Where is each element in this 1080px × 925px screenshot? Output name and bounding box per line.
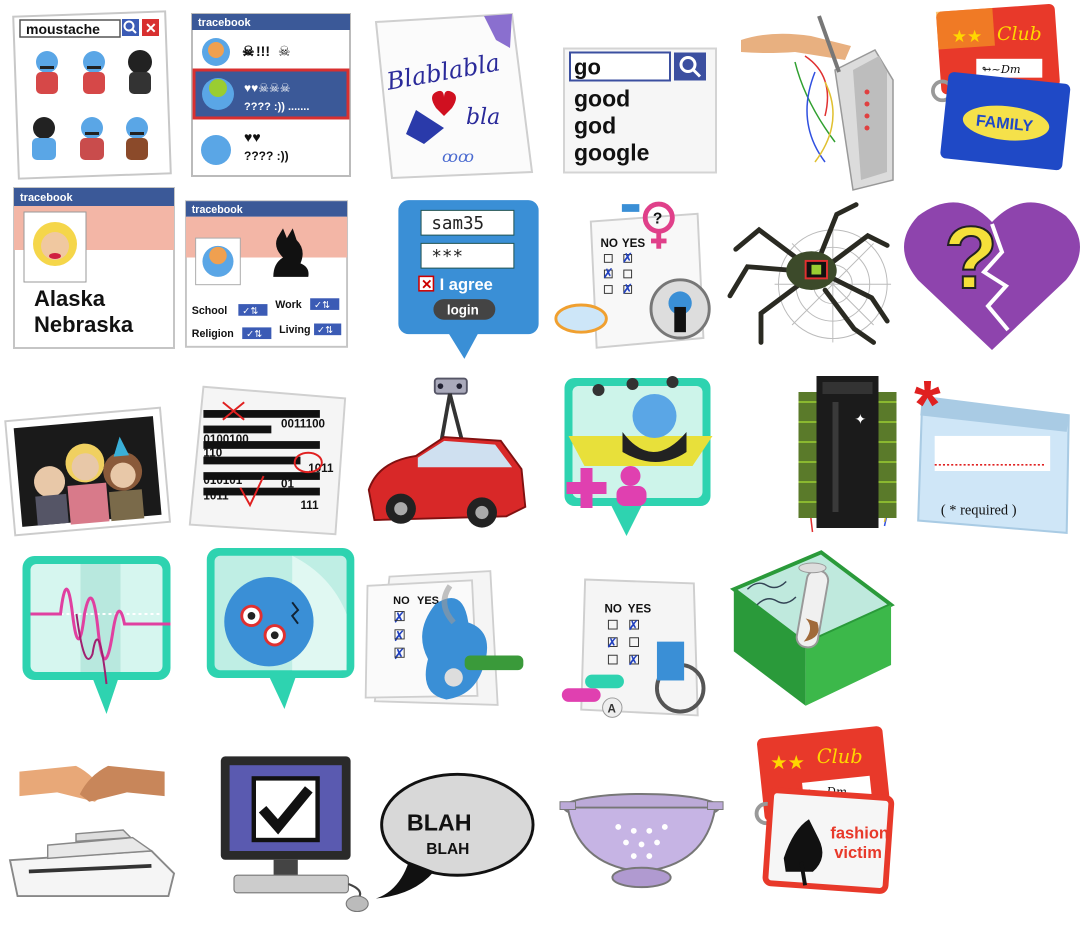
svg-text:( * required ): ( * required ) [941, 502, 1017, 518]
tracebook-fields-icon: tracebook School ✓⇅ Work ✓⇅ Religion ✓⇅ … [184, 192, 349, 357]
svg-text:✓⇅: ✓⇅ [314, 300, 330, 311]
svg-text:BLAH: BLAH [407, 810, 472, 836]
required-field-icon: * ( * required ) [912, 367, 1077, 537]
svg-text:✗: ✗ [622, 250, 633, 265]
svg-text:god: god [574, 113, 616, 139]
svg-text:Religion: Religion [192, 328, 234, 340]
gender-survey-icon: NO YES ✗ ✗ ✗ ? [552, 190, 717, 355]
svg-text:✗: ✗ [393, 610, 405, 626]
handshake-yacht-icon [8, 740, 176, 905]
smoking-survey-icon: NO YES ✗ ✗ ✗ [362, 556, 527, 721]
search-suggestions-icon: go good god google [560, 30, 725, 195]
svg-text:?: ? [944, 208, 998, 307]
svg-text:I agree: I agree [440, 276, 493, 294]
svg-text:✕: ✕ [145, 20, 157, 36]
sleeping-face-bubble-icon [200, 546, 365, 711]
svg-text:☠: ☠ [242, 43, 255, 59]
svg-text:good: good [574, 86, 630, 112]
svg-text:111: 111 [300, 499, 319, 512]
svg-text:Alaska: Alaska [34, 286, 106, 311]
svg-text:login: login [447, 303, 479, 318]
spider-web-icon [727, 192, 893, 357]
svg-text:★★: ★★ [770, 752, 805, 774]
family-photo-icon [4, 390, 172, 555]
svg-text:1011: 1011 [203, 489, 229, 502]
test-tube-box-icon [728, 548, 895, 713]
colander-icon [559, 760, 725, 925]
svg-text:↬~Dm: ↬~Dm [982, 63, 1021, 76]
svg-text:?: ? [653, 210, 662, 227]
svg-text:♥♥☠☠☠: ♥♥☠☠☠ [244, 81, 291, 95]
svg-text:✗: ✗ [393, 629, 405, 645]
svg-text:01: 01 [281, 478, 294, 491]
svg-text:YES: YES [417, 595, 439, 607]
tracebook-chat-icon: tracebook ☠ !!! ☠ ♥♥☠☠☠ ???? :)) .......… [190, 10, 355, 177]
svg-text:tracebook: tracebook [192, 204, 243, 216]
svg-text:tracebook: tracebook [198, 17, 251, 29]
svg-text:✗: ✗ [628, 618, 639, 633]
svg-text:✗: ✗ [602, 266, 613, 281]
blablabla-note-icon: Blablabla bla ꝏꝏ [372, 12, 537, 180]
svg-text:moustache: moustache [26, 21, 100, 37]
svg-text:BLAH: BLAH [426, 841, 469, 858]
medical-survey-icon: NO YES ✗ ✗ ✗ A [556, 564, 721, 729]
svg-text:???? :)): ???? :)) [244, 149, 289, 163]
svg-text:✗: ✗ [393, 647, 405, 663]
svg-text:♥♥: ♥♥ [244, 129, 261, 145]
binary-document-icon: 0011100 0100100 110 1011 01 010101 1011 … [184, 378, 349, 543]
tracebook-profile-icon: tracebook Alaska Nebraska [12, 186, 177, 351]
svg-text:bla: bla [466, 105, 500, 130]
svg-text:★★: ★★ [952, 27, 982, 46]
svg-text:✗: ✗ [628, 653, 639, 668]
svg-text:0011100: 0011100 [281, 418, 325, 431]
svg-text:110: 110 [203, 447, 222, 460]
club-family-cards-icon: ★★ Club ↬~Dm FAMILY [915, 4, 1080, 171]
svg-text:✓⇅: ✓⇅ [246, 329, 262, 340]
svg-text:YES: YES [628, 603, 652, 616]
svg-text:fashion: fashion [830, 825, 889, 843]
svg-text:✗: ✗ [606, 635, 617, 650]
svg-text:Living: Living [279, 324, 310, 336]
street-view-car-icon [365, 372, 530, 537]
svg-text:***: *** [431, 247, 463, 267]
svg-text:tracebook: tracebook [20, 192, 73, 204]
svg-text:Nebraska: Nebraska [34, 312, 134, 337]
svg-text:☠: ☠ [278, 43, 291, 59]
svg-text:✦: ✦ [855, 411, 867, 427]
add-user-bubble-icon [560, 376, 725, 541]
svg-text:!!!: !!! [256, 43, 270, 59]
svg-text:YES: YES [622, 237, 646, 250]
server-rack-icon: ✦ [765, 372, 930, 537]
svg-text:sam35: sam35 [431, 214, 484, 234]
svg-text:google: google [574, 140, 649, 166]
svg-text:go: go [574, 55, 601, 80]
svg-text:School: School [192, 305, 228, 317]
svg-text:Club: Club [997, 24, 1042, 45]
svg-text:???? :)) .......: ???? :)) ....... [244, 101, 309, 113]
broken-heart-question-icon: ? [904, 188, 1080, 353]
moustache-search-icon: moustache ✕ [12, 10, 177, 180]
login-bubble-icon: sam35 *** ✕ I agree login [386, 198, 551, 363]
svg-text:*: * [914, 367, 941, 443]
svg-text:NO: NO [601, 237, 618, 250]
svg-text:victim: victim [834, 844, 882, 862]
svg-text:✕: ✕ [421, 277, 432, 292]
svg-text:ꝏꝏ: ꝏꝏ [442, 147, 474, 166]
signal-wave-bubble-icon [18, 554, 183, 719]
blah-speech-bubble-icon: BLAH BLAH [370, 752, 535, 917]
club-fashion-card-icon: ★★ Club ↬~Dm fashion victim [742, 726, 907, 895]
svg-text:Work: Work [275, 299, 302, 311]
svg-text:✗: ✗ [622, 281, 633, 296]
svg-text:✓⇅: ✓⇅ [317, 325, 333, 336]
router-hand-icon [735, 12, 900, 191]
svg-text:010101: 010101 [203, 474, 242, 487]
svg-text:Club: Club [817, 745, 863, 768]
svg-text:NO: NO [393, 595, 410, 607]
svg-text:A: A [607, 703, 616, 716]
svg-text:NO: NO [605, 603, 622, 616]
svg-text:✓⇅: ✓⇅ [242, 306, 258, 317]
svg-text:0100100: 0100100 [203, 433, 248, 446]
computer-checkbox-icon [212, 752, 377, 917]
svg-text:FAMILY: FAMILY [975, 112, 1034, 136]
